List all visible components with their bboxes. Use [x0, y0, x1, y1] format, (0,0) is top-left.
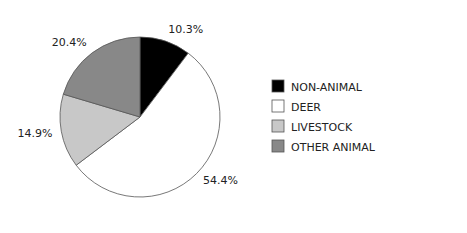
data-label: 14.9%	[17, 127, 52, 140]
legend-label: NON-ANIMAL	[291, 81, 363, 94]
legend-swatch	[272, 80, 284, 92]
legend: NON-ANIMAL DEER LIVESTOCK OTHER ANIMAL	[272, 80, 376, 154]
legend-swatch	[272, 120, 284, 132]
data-label: 20.4%	[52, 36, 87, 49]
data-label: 10.3%	[168, 23, 203, 36]
data-labels: 10.3% 54.4% 14.9% 20.4%	[17, 23, 237, 187]
data-label: 54.4%	[203, 174, 238, 187]
slices	[60, 37, 220, 197]
background	[0, 0, 467, 233]
pie-slice	[63, 37, 140, 117]
legend-swatch	[272, 100, 284, 112]
legend-swatch	[272, 140, 284, 152]
legend-label: OTHER ANIMAL	[291, 141, 376, 154]
legend-label: DEER	[291, 101, 321, 114]
chart: 10.3% 54.4% 14.9% 20.4% NON-ANIMAL DEER LIVEST…	[0, 0, 467, 233]
legend-label: LIVESTOCK	[291, 121, 353, 134]
chart-container: 10.3% 54.4% 14.9% 20.4% NON-ANIMAL DEER LIVEST…	[0, 0, 467, 233]
